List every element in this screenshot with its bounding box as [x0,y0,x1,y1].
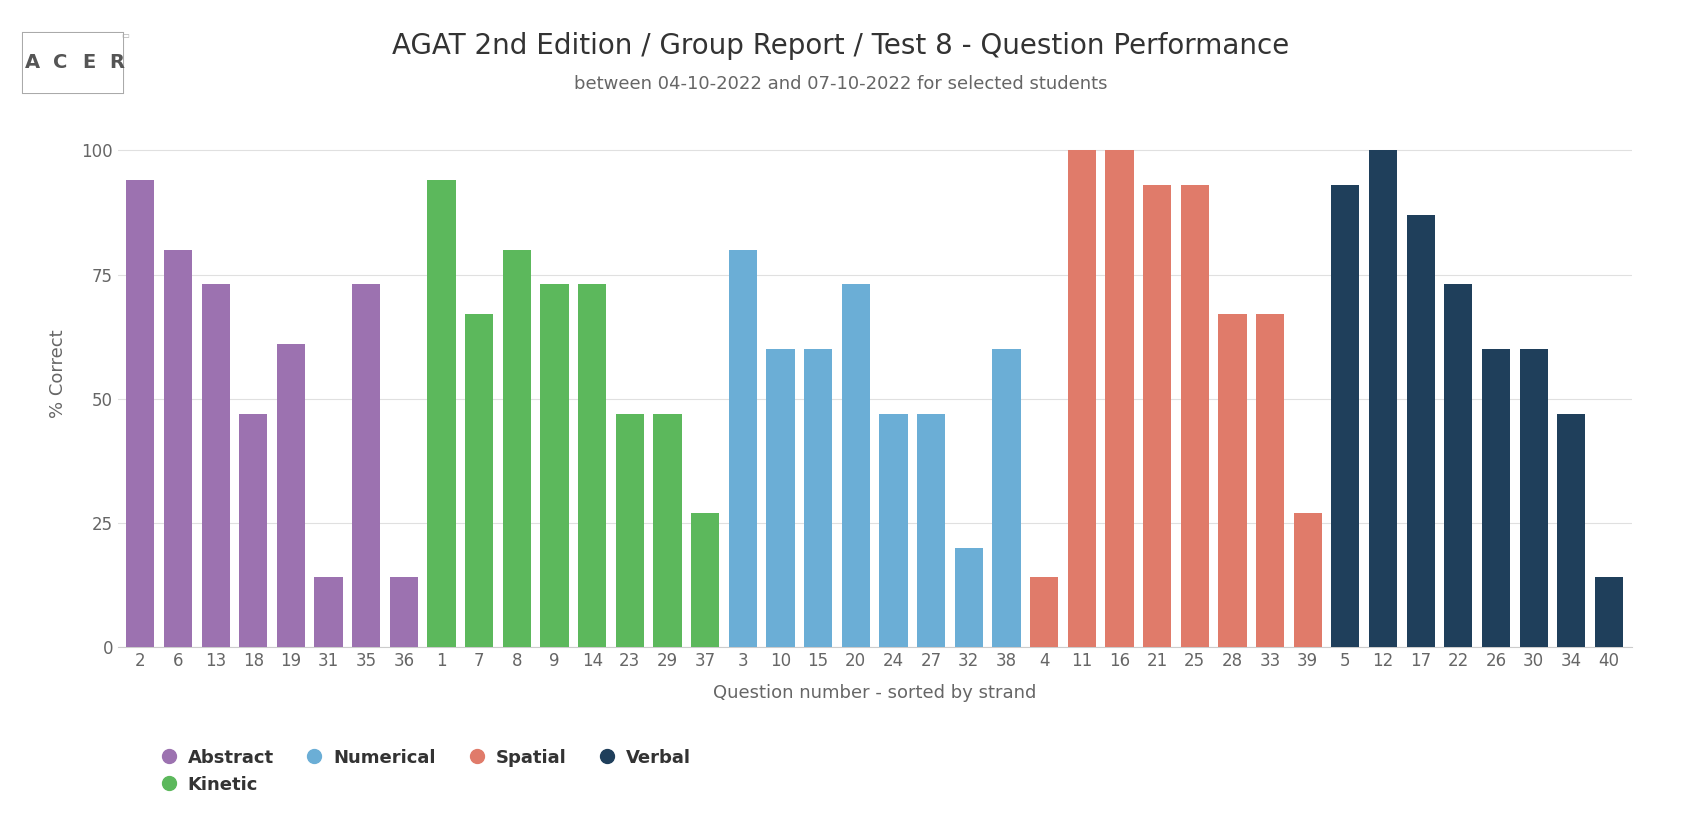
Bar [315,577,343,647]
Bar [390,577,419,647]
Text: R: R [109,54,124,72]
Bar [1558,413,1586,647]
Bar [616,413,644,647]
Text: E: E [82,54,96,72]
Bar [126,181,155,647]
Bar [1445,285,1472,647]
Bar [1181,185,1209,647]
Bar [1406,215,1435,647]
Bar [1369,150,1398,647]
Bar [1068,150,1097,647]
Legend: Abstract, Kinetic, Numerical, Spatial, Verbal: Abstract, Kinetic, Numerical, Spatial, V… [156,742,698,801]
Bar [804,349,833,647]
Bar [202,285,230,647]
Bar [579,285,606,647]
Bar [466,314,493,647]
Bar [841,285,870,647]
X-axis label: Question number - sorted by strand: Question number - sorted by strand [713,684,1036,701]
Bar [540,285,569,647]
Bar [1519,349,1547,647]
Bar [239,413,267,647]
Bar [955,548,982,647]
Bar [1330,185,1359,647]
Text: ▭: ▭ [121,31,130,40]
Bar [1482,349,1510,647]
Bar [352,285,380,647]
Bar [880,413,908,647]
Bar [917,413,945,647]
Bar [1029,577,1058,647]
Bar [427,181,456,647]
Bar [1256,314,1283,647]
Bar [992,349,1021,647]
Text: C: C [54,54,67,72]
Bar [278,344,304,647]
Text: A: A [25,54,40,72]
Bar [1595,577,1623,647]
Bar [163,249,192,647]
Text: AGAT 2nd Edition / Group Report / Test 8 - Question Performance: AGAT 2nd Edition / Group Report / Test 8… [392,32,1290,60]
Bar [653,413,681,647]
Bar [1105,150,1134,647]
Bar [1293,512,1322,647]
Bar [503,249,532,647]
Y-axis label: % Correct: % Correct [49,329,67,418]
Bar [691,512,720,647]
Bar [24,33,123,93]
Bar [24,33,123,93]
Bar [1218,314,1246,647]
Bar [767,349,794,647]
Text: between 04-10-2022 and 07-10-2022 for selected students: between 04-10-2022 and 07-10-2022 for se… [574,75,1108,93]
Bar [728,249,757,647]
Bar [1144,185,1171,647]
